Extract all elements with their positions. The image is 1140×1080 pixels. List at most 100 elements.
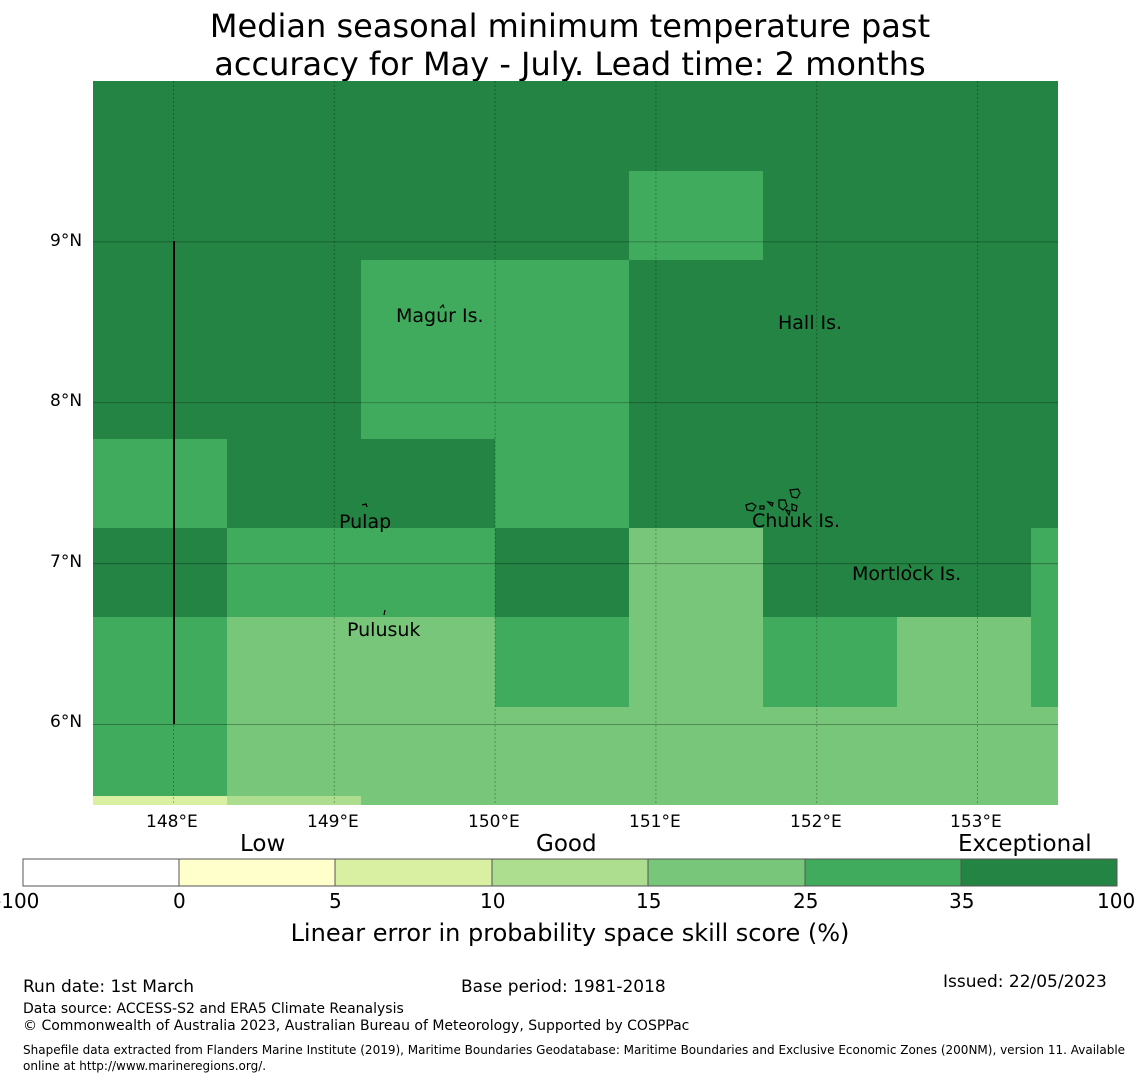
grid-cell: [227, 707, 361, 796]
chuuk-outline-3: [759, 505, 765, 510]
pulap-outline: [361, 503, 368, 508]
grid-cell: [629, 796, 763, 805]
grid-cell: [629, 260, 763, 349]
x-tick-149e: 149°E: [307, 812, 359, 832]
grid-cell: [495, 260, 629, 349]
grid-cell: [1031, 439, 1058, 528]
title-line-1: Median seasonal minimum temperature past: [209, 7, 931, 45]
grid-cell: [93, 260, 227, 349]
colorbar-tick-100: 100: [1097, 889, 1136, 913]
colorbar-label: Linear error in probability space skill …: [290, 919, 850, 947]
grid-cell: [1031, 528, 1058, 707]
grid-cell: [629, 528, 763, 617]
island-label-pulusuk: Pulusuk: [347, 619, 421, 641]
grid-cell: [897, 260, 1031, 349]
grid-cell: [361, 617, 495, 707]
grid-cell: [1031, 260, 1058, 349]
grid-cell: [227, 81, 361, 171]
grid-cell: [897, 707, 1031, 796]
colorbar-tick-5: 5: [329, 889, 342, 913]
colorbar-tick-35: 35: [949, 889, 975, 913]
colorbar-tick-10: 10: [480, 889, 506, 913]
copyright: © Commonwealth of Australia 2023, Austra…: [23, 1018, 690, 1034]
grid-cell: [93, 349, 227, 439]
y-tick-8n: 8°N: [50, 391, 83, 411]
grid-cell: [763, 796, 897, 805]
grid-cell: [495, 439, 629, 528]
colorbar-segment: [960, 858, 1118, 887]
grid-cell: [897, 796, 1031, 805]
island-outlines: [361, 303, 912, 616]
grid-cell: [495, 349, 629, 439]
grid-cell: [763, 81, 897, 171]
grid-cell: [361, 528, 495, 617]
shapefile-credit: Shapefile data extracted from Flanders M…: [23, 1043, 1126, 1073]
y-tick-6n: 6°N: [50, 712, 83, 732]
skill-grid: [93, 81, 1058, 805]
colorbar-segments: [22, 858, 1118, 887]
colorbar-segment: [178, 858, 336, 887]
grid-cell: [495, 617, 629, 707]
grid-cell: [361, 171, 495, 260]
grid-cell: [93, 617, 227, 707]
grid-cell: [1031, 81, 1058, 171]
grid-cell: [93, 528, 227, 617]
grid-cell: [763, 260, 897, 349]
grid-cell: [361, 81, 495, 171]
grid-cell: [361, 796, 495, 805]
pulusuk-outline: [383, 609, 386, 616]
x-tick-150e: 150°E: [468, 812, 520, 832]
grid-cell: [93, 439, 227, 528]
island-label-chuuk: Chuuk Is.: [752, 510, 840, 532]
colorbar-tick-25: 25: [793, 889, 819, 913]
grid-cell: [361, 349, 495, 439]
colorbar-segment: [334, 858, 493, 887]
chuuk-outline-7: [784, 509, 791, 517]
grid-cell: [93, 171, 227, 260]
mortlock-outline: [908, 563, 912, 569]
data-source: Data source: ACCESS-S2 and ERA5 Climate …: [23, 1001, 404, 1017]
grid-cell: [629, 171, 763, 260]
x-tick-153e: 153°E: [950, 812, 1002, 832]
island-label-mortlock: Mortlock Is.: [852, 563, 962, 585]
grid-cell: [361, 707, 495, 796]
grid-cell: [227, 171, 361, 260]
grid-cell: [227, 349, 361, 439]
island-label-magur: Magur Is.: [396, 305, 484, 327]
colorbar-tick-minus100: -100: [0, 889, 40, 913]
run-date: Run date: 1st March: [23, 977, 195, 997]
grid-cell: [361, 439, 495, 528]
grid-cell: [1031, 349, 1058, 439]
chuuk-outline-5: [778, 499, 788, 511]
grid-cell: [227, 617, 361, 707]
grid-cell: [763, 528, 897, 617]
grid-cell: [763, 617, 897, 707]
colorbar-category-good: Good: [536, 831, 597, 857]
chuuk-outline-1: [789, 488, 801, 499]
grid-cell: [1031, 171, 1058, 260]
grid-cell: [495, 171, 629, 260]
island-label-pulap: Pulap: [339, 511, 392, 533]
grid-cell: [629, 439, 763, 528]
y-tick-7n: 7°N: [50, 552, 83, 572]
colorbar-segment: [22, 858, 180, 887]
colorbar-tick-15: 15: [636, 889, 662, 913]
colorbar-category-low: Low: [240, 831, 286, 857]
grid-cell: [495, 707, 629, 796]
colorbar: [22, 858, 1118, 887]
grid-cell: [495, 796, 629, 805]
grid-cell: [227, 796, 361, 805]
magur-outline: [439, 303, 445, 309]
grid-cell: [361, 260, 495, 349]
issued-date: Issued: 22/05/2023: [943, 972, 1107, 992]
grid-cell: [629, 617, 763, 707]
grid-cell: [897, 617, 1031, 707]
grid-cell: [495, 81, 629, 171]
grid-cell: [897, 81, 1031, 171]
colorbar-segment: [804, 858, 962, 887]
x-tick-151e: 151°E: [629, 812, 681, 832]
chuuk-outline-6: [791, 503, 798, 512]
chuuk-outline-4: [766, 501, 774, 508]
grid-cell: [897, 171, 1031, 260]
grid-cell: [93, 707, 227, 796]
